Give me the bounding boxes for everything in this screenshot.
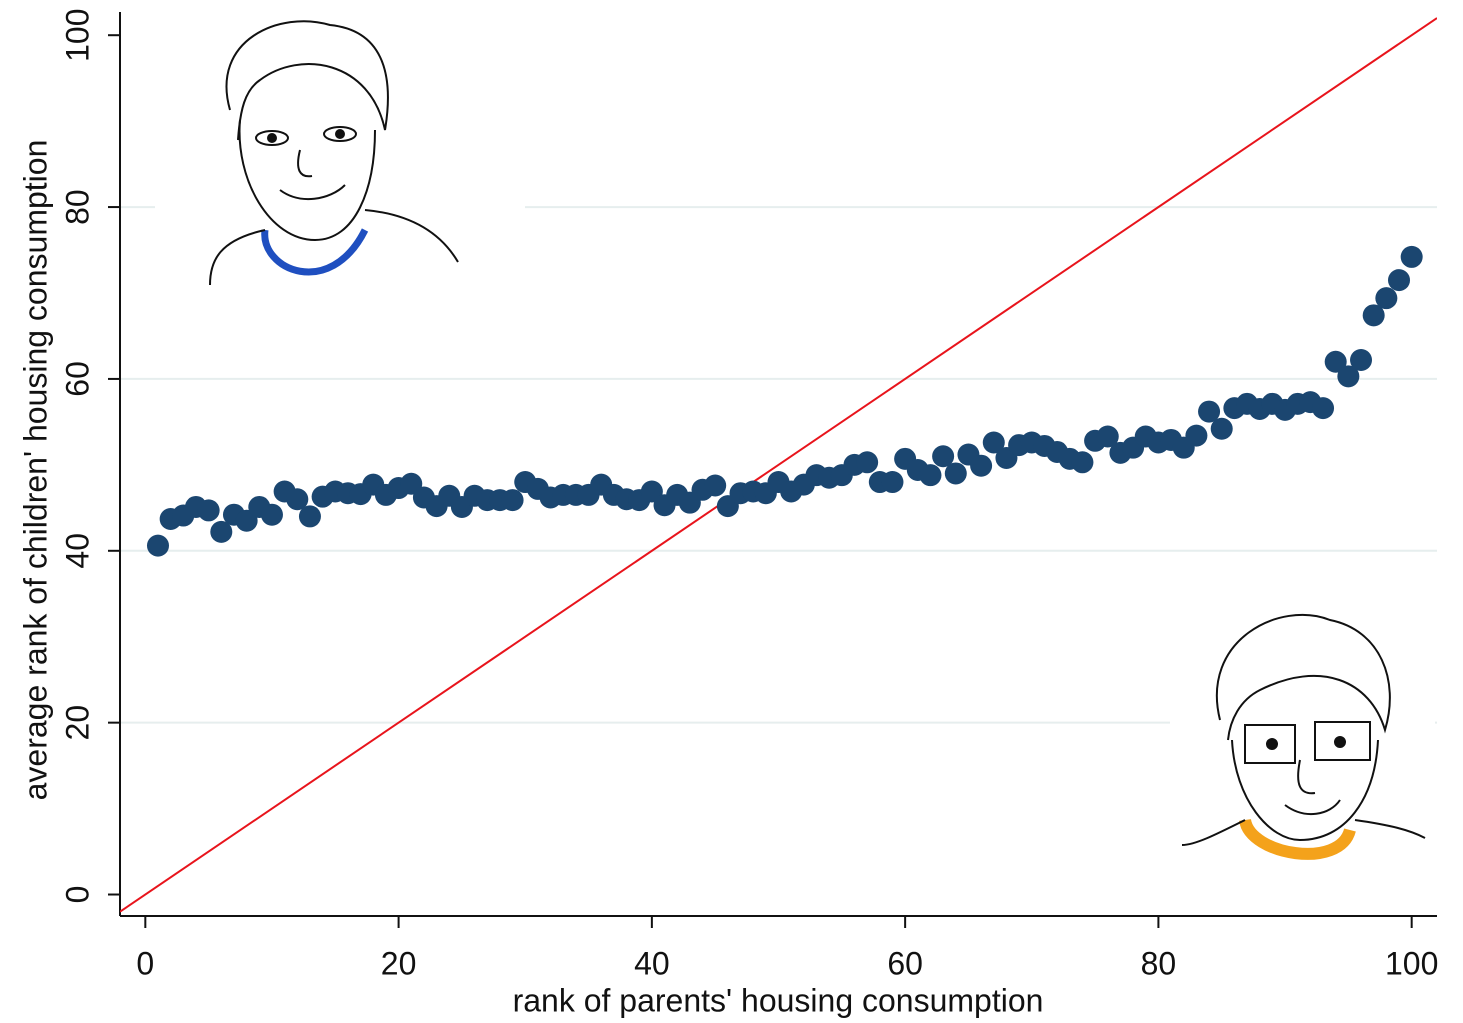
y-tick-label: 80 bbox=[59, 189, 95, 225]
scatter-point bbox=[260, 503, 283, 526]
scatter-point bbox=[197, 499, 220, 522]
scatter-point bbox=[1312, 397, 1335, 420]
y-tick-label: 60 bbox=[59, 361, 95, 397]
scatter-point bbox=[970, 454, 993, 477]
scatter-point bbox=[1185, 424, 1208, 447]
y-tick-label: 20 bbox=[59, 705, 95, 741]
scatter-point bbox=[210, 520, 233, 543]
y-tick-label: 100 bbox=[59, 9, 95, 62]
scatter-point bbox=[1198, 400, 1221, 423]
scatter-point bbox=[146, 534, 169, 557]
scatter-point bbox=[919, 464, 942, 487]
y-axis-label: average rank of children' housing consum… bbox=[17, 140, 53, 801]
x-tick-label: 60 bbox=[887, 945, 923, 981]
scatter-point bbox=[286, 488, 309, 511]
x-tick-label: 80 bbox=[1141, 945, 1177, 981]
scatter-point bbox=[1096, 425, 1119, 448]
scatter-point bbox=[1388, 269, 1411, 292]
scatter-point bbox=[856, 451, 879, 474]
scatter-point bbox=[1350, 349, 1373, 372]
scatter-point bbox=[881, 471, 904, 494]
x-axis-label: rank of parents' housing consumption bbox=[513, 982, 1044, 1018]
scatter-point bbox=[704, 474, 727, 497]
reference-line bbox=[120, 17, 1437, 913]
scatter-point bbox=[1071, 451, 1094, 474]
scatter-point bbox=[1362, 304, 1385, 327]
scatter-point bbox=[1337, 365, 1360, 388]
child-illustration bbox=[155, 15, 525, 290]
scatter-point bbox=[1324, 350, 1347, 373]
x-tick-label: 100 bbox=[1385, 945, 1438, 981]
scatter-point bbox=[298, 505, 321, 528]
scatter-point bbox=[1400, 245, 1423, 268]
scatter-point bbox=[982, 431, 1005, 454]
scatter-point bbox=[932, 445, 955, 468]
scatter-point bbox=[1210, 417, 1233, 440]
x-tick-label: 40 bbox=[634, 945, 670, 981]
x-tick-label: 0 bbox=[136, 945, 154, 981]
adult-illustration bbox=[1170, 605, 1435, 865]
x-tick-label: 20 bbox=[381, 945, 417, 981]
y-tick-label: 0 bbox=[59, 886, 95, 904]
scatter-point bbox=[944, 462, 967, 485]
y-tick-label: 40 bbox=[59, 533, 95, 569]
scatter-point bbox=[1375, 287, 1398, 310]
scatter-point bbox=[501, 489, 524, 512]
